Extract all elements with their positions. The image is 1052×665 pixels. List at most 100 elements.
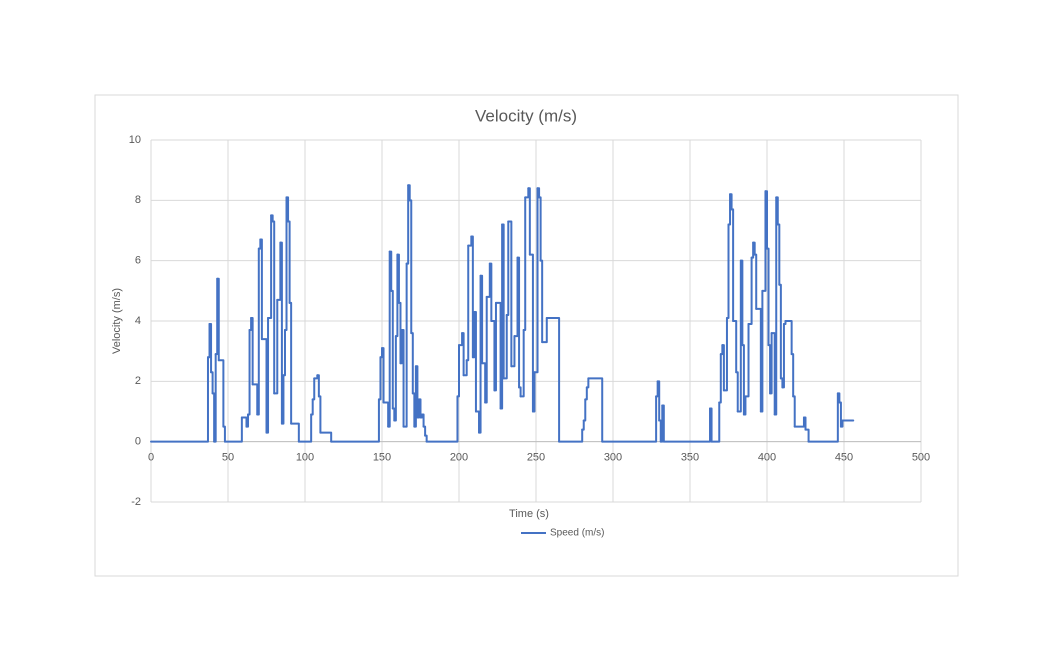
line-segment [750, 241, 755, 259]
line-segment [485, 262, 491, 298]
line-segment [416, 398, 420, 419]
line-segment [213, 353, 217, 443]
line-segment [739, 259, 744, 347]
line-segment [839, 419, 844, 428]
line-segment [245, 413, 250, 428]
x-tick-label: 250 [527, 452, 545, 464]
line-segment [290, 422, 300, 443]
line-segment [536, 187, 541, 199]
chart-title: Velocity (m/s) [475, 106, 577, 125]
line-segment [397, 301, 402, 365]
line-segment [393, 335, 397, 422]
line-segment [735, 371, 739, 413]
line-segment [405, 184, 410, 265]
line-segment [727, 193, 732, 226]
x-tick-label: 150 [373, 452, 391, 464]
line-segment [541, 316, 548, 344]
line-segment [382, 401, 390, 428]
line-segment [401, 329, 405, 428]
line-segment [316, 374, 320, 398]
line-segment [310, 398, 314, 416]
line-segment [709, 407, 713, 443]
line-segment [662, 407, 712, 443]
line-segment [790, 353, 795, 398]
y-tick-label: 8 [135, 194, 141, 206]
line-segment [719, 344, 724, 356]
line-segment [718, 353, 722, 404]
x-tick-label: 50 [222, 452, 234, 464]
line-segment [424, 434, 428, 443]
y-tick-label: 6 [135, 255, 141, 267]
line-segment [478, 274, 482, 434]
line-segment [288, 301, 293, 425]
line-segment [538, 196, 542, 262]
line-segment [282, 329, 286, 377]
x-tick-label: 350 [681, 452, 699, 464]
line-segment [297, 413, 313, 443]
line-segment [778, 283, 782, 380]
line-segment [390, 289, 394, 410]
y-tick-label: 2 [135, 375, 141, 387]
line-segment [752, 241, 756, 256]
line-segment [410, 332, 414, 395]
line-segment [736, 259, 742, 413]
line-segment [465, 244, 470, 362]
line-segment [742, 395, 747, 416]
line-segment [744, 323, 750, 398]
line-segment [287, 220, 291, 304]
line-segment [759, 289, 764, 413]
line-segment [769, 332, 773, 395]
line-segment [414, 365, 419, 419]
line-segment [773, 196, 778, 416]
line-segment [522, 196, 527, 332]
line-segment [417, 398, 422, 419]
line-segment [150, 356, 209, 443]
x-axis-title: Time (s) [509, 508, 549, 520]
line-segment [804, 428, 810, 443]
line-segment [490, 320, 496, 392]
line-segment [270, 214, 274, 223]
line-segment [411, 392, 416, 428]
line-segment [391, 407, 396, 422]
line-segment [792, 395, 796, 428]
line-segment [721, 344, 725, 392]
line-segment [793, 416, 805, 428]
line-segment [471, 310, 476, 359]
line-segment [781, 323, 785, 389]
x-tick-label: 450 [835, 452, 853, 464]
line-segment [396, 253, 400, 304]
line-segment [524, 187, 530, 199]
line-segment [407, 184, 411, 202]
line-segment [265, 316, 270, 434]
x-tick-label: 300 [604, 452, 622, 464]
line-segment [247, 329, 251, 416]
line-segment [479, 274, 484, 365]
line-segment [539, 259, 544, 344]
line-segment [531, 371, 536, 413]
line-segment [210, 371, 214, 395]
y-tick-label: 10 [129, 134, 141, 146]
line-segment [528, 253, 534, 413]
line-segment [764, 190, 768, 250]
line-segment [747, 256, 753, 326]
y-tick-label: 4 [135, 315, 141, 327]
line-segment [558, 428, 584, 443]
line-segment [250, 316, 254, 386]
line-segment [481, 362, 487, 404]
line-segment [267, 214, 273, 319]
line-segment [518, 386, 522, 398]
line-segment [394, 253, 399, 338]
line-segment [722, 316, 728, 392]
line-segment [802, 416, 807, 431]
line-segment [273, 298, 279, 395]
line-segment [259, 238, 263, 341]
y-axis-title: Velocity (m/s) [111, 288, 123, 354]
x-tick-label: 200 [450, 452, 468, 464]
line-segment [216, 277, 220, 362]
line-segment [655, 380, 659, 398]
line-segment [507, 220, 513, 368]
line-segment [285, 196, 290, 223]
line-segment [501, 223, 505, 380]
line-segment [271, 220, 276, 395]
line-segment [659, 404, 664, 443]
